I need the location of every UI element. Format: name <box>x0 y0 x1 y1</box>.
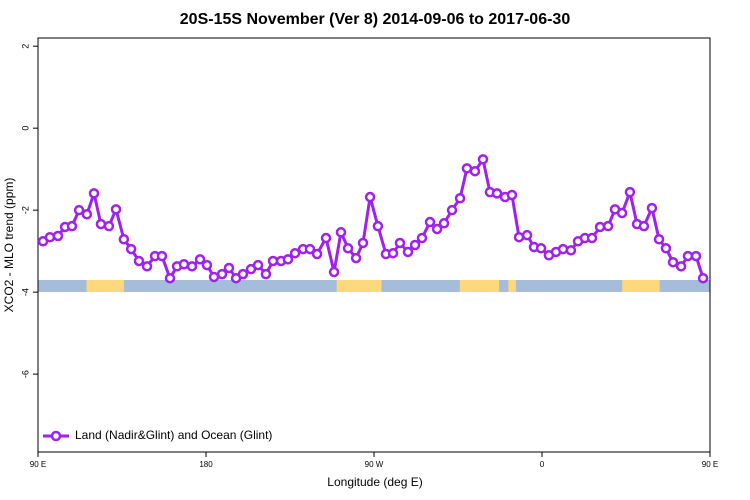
data-point <box>477 154 489 165</box>
data-point <box>52 230 64 242</box>
x-tick-label: 90 E <box>702 460 718 469</box>
data-point <box>454 193 466 204</box>
data-point <box>66 220 78 232</box>
y-tick-label: -2 <box>20 206 30 214</box>
data-point <box>133 255 145 267</box>
data-point <box>424 216 436 228</box>
data-point <box>237 268 249 280</box>
data-point <box>675 261 687 272</box>
data-point <box>357 237 369 249</box>
data-point <box>260 268 272 280</box>
data-point <box>110 204 122 215</box>
data-point <box>350 252 362 264</box>
y-tick-label: -4 <box>20 288 30 296</box>
legend-label: Land (Nadir&Glint) and Ocean (Glint) <box>75 428 272 442</box>
data-point <box>118 234 130 245</box>
data-point <box>646 202 658 214</box>
data-point <box>469 165 481 177</box>
data-point <box>364 191 376 203</box>
data-point <box>73 204 85 216</box>
data-point <box>125 243 137 255</box>
data-point <box>311 248 323 260</box>
data-point <box>289 247 301 259</box>
data-point <box>372 220 384 232</box>
data-point <box>586 232 598 244</box>
x-tick-label: 0 <box>540 460 545 469</box>
data-point <box>438 218 450 229</box>
y-axis-title: XCO2 - MLO trend (ppm) <box>2 178 16 313</box>
data-point <box>186 261 198 272</box>
land-segment <box>622 279 660 292</box>
data-point <box>535 243 547 254</box>
data-point <box>44 231 56 243</box>
plot-frame <box>37 37 711 453</box>
data-point <box>282 254 294 265</box>
data-point <box>178 259 190 270</box>
x-tick-label: 90 E <box>30 460 46 469</box>
chart-title: 20S-15S November (Ver 8) 2014-09-06 to 2… <box>180 11 571 28</box>
data-point <box>223 262 235 274</box>
data-point <box>446 204 458 216</box>
data-point <box>594 221 606 233</box>
data-point <box>216 268 228 280</box>
data-point <box>616 207 628 219</box>
data-point <box>194 254 206 265</box>
data-point <box>431 223 443 235</box>
data-point <box>320 232 332 244</box>
data-point <box>304 243 316 255</box>
data-point <box>394 237 406 249</box>
data-point <box>602 220 614 232</box>
y-tick-label: 2 <box>20 44 30 49</box>
data-point <box>513 231 525 243</box>
legend-marker <box>50 430 62 442</box>
data-point <box>667 256 679 268</box>
land-segment <box>86 279 124 292</box>
data-point <box>565 245 577 256</box>
data-point <box>328 266 340 278</box>
data-point <box>506 189 518 201</box>
data-point <box>81 209 93 220</box>
x-axis-title: Longitude (deg E) <box>327 475 422 489</box>
data-point <box>409 239 421 251</box>
land-segment <box>459 279 500 292</box>
data-point <box>103 220 115 232</box>
data-point <box>660 243 672 254</box>
data-point <box>387 247 399 259</box>
data-point <box>402 246 414 258</box>
data-point <box>335 227 347 238</box>
data-point <box>653 234 665 245</box>
data-point <box>201 259 213 271</box>
data-point <box>624 186 636 198</box>
land-segment <box>336 279 382 292</box>
data-point <box>491 188 503 199</box>
data-point <box>141 261 153 272</box>
data-point <box>416 232 428 244</box>
x-tick-label: 180 <box>199 460 213 469</box>
data-point <box>521 229 533 241</box>
y-tick-label: 0 <box>20 126 30 131</box>
data-point <box>697 272 709 284</box>
data-point <box>342 243 354 254</box>
data-point <box>638 220 650 232</box>
data-point <box>690 250 702 262</box>
y-tick-label: -6 <box>20 370 30 378</box>
x-tick-label: 90 W <box>365 460 384 469</box>
land-segment <box>508 279 516 292</box>
data-point <box>88 188 100 199</box>
data-point <box>95 218 107 230</box>
data-point <box>252 259 264 271</box>
data-point <box>156 250 168 262</box>
data-point <box>164 272 176 284</box>
